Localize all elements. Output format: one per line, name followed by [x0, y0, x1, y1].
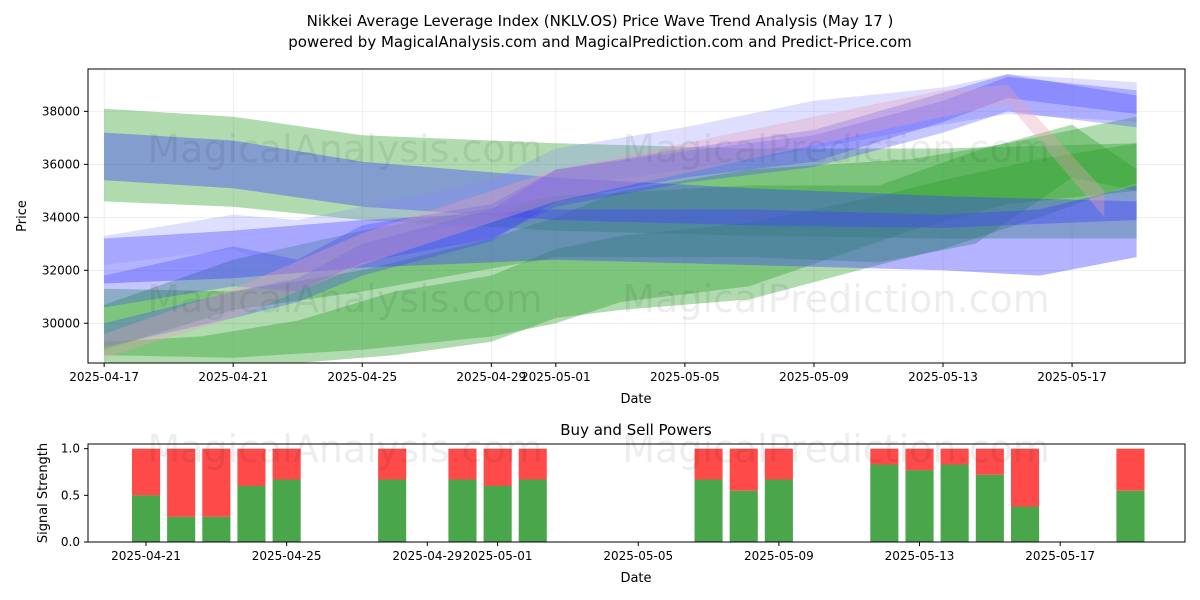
price-panel-frame	[87, 68, 1186, 364]
buy-bar	[975, 474, 1004, 542]
price-band-green-4	[104, 124, 1137, 350]
price-bands	[104, 74, 1137, 363]
buy-bar	[378, 479, 407, 542]
price-y-tick-label: 32000	[42, 263, 80, 277]
buy-bar	[132, 495, 161, 542]
signal-axis-ticks: 2025-04-21 2025-04-25 2025-04-29 2025-05-01…	[61, 442, 1095, 563]
signal-bars	[132, 448, 1145, 542]
buy-bar	[237, 486, 266, 542]
sell-bar	[448, 448, 477, 480]
price-y-tick-label: 38000	[42, 104, 80, 118]
watermark-mid-left: MagicalAnalysis.com	[147, 277, 542, 321]
sell-bar	[729, 448, 758, 491]
price-x-axis-label: Date	[620, 392, 651, 407]
price-grid	[88, 69, 1185, 363]
sell-bar	[518, 448, 547, 480]
price-y-tick-label: 36000	[42, 157, 80, 171]
buy-bar	[483, 486, 512, 542]
buy-bar	[1011, 506, 1040, 542]
price-x-tick-label: 2025-04-21	[198, 370, 268, 384]
signal-x-tick-label: 2025-05-17	[1025, 549, 1095, 563]
signal-x-tick-label: 2025-04-25	[252, 549, 322, 563]
buy-bar	[694, 479, 723, 542]
buy-bar	[518, 479, 547, 542]
sell-bar	[237, 448, 266, 486]
price-band-blue-6	[104, 185, 1137, 284]
buy-bar	[1116, 490, 1145, 542]
price-x-tick-label: 2025-05-01	[521, 370, 591, 384]
buy-bar	[729, 490, 758, 542]
buy-bar	[448, 479, 477, 542]
price-band-lightblue-7	[104, 74, 1137, 273]
buy-bar	[272, 479, 301, 542]
buy-bar	[202, 516, 231, 542]
sell-bar	[483, 448, 512, 486]
signal-y-tick-label: 0.5	[61, 488, 80, 502]
buy-bar	[764, 479, 793, 542]
signal-x-tick-label: 2025-05-13	[885, 549, 955, 563]
signal-y-axis-label: Signal Strength	[36, 443, 51, 543]
price-x-tick-label: 2025-04-17	[69, 370, 139, 384]
price-y-tick-label: 34000	[42, 210, 80, 224]
watermark-top-right: MagicalPrediction.com	[622, 127, 1050, 171]
price-y-axis-label: Price	[15, 200, 30, 232]
sell-bar	[975, 448, 1004, 475]
sell-bar	[202, 448, 231, 517]
price-x-tick-label: 2025-05-09	[779, 370, 849, 384]
price-band-blue-5	[104, 132, 1137, 228]
price-x-tick-label: 2025-05-05	[650, 370, 720, 384]
sell-bar	[1116, 448, 1145, 491]
price-band-green-2	[104, 116, 1137, 358]
sell-bar	[870, 448, 899, 465]
sell-bar	[905, 448, 934, 471]
watermark-bottom-left: MagicalAnalysis.com	[147, 427, 542, 471]
price-band-blue-8	[104, 76, 1137, 308]
signal-x-tick-label: 2025-05-01	[463, 549, 533, 563]
buy-bar	[870, 464, 899, 542]
sell-bar	[378, 448, 407, 480]
watermark-top-left: MagicalAnalysis.com	[147, 127, 542, 171]
signal-chart-title: Buy and Sell Powers	[560, 421, 712, 439]
price-x-tick-label: 2025-04-25	[327, 370, 397, 384]
sell-bar	[764, 448, 793, 480]
signal-y-tick-label: 0.0	[61, 535, 80, 549]
signal-y-tick-label: 1.0	[61, 442, 80, 456]
sell-bar	[694, 448, 723, 480]
signal-panel-frame	[87, 443, 1186, 543]
buy-bar	[940, 464, 969, 542]
chart-subtitle: powered by MagicalAnalysis.com and Magic…	[288, 33, 912, 51]
price-band-green-3	[104, 143, 1137, 363]
price-panel-background	[88, 69, 1185, 363]
price-band-green-1	[104, 108, 1137, 239]
signal-x-tick-label: 2025-04-29	[392, 549, 462, 563]
sell-bar	[940, 448, 969, 465]
sell-bar	[1011, 448, 1040, 507]
watermark-bottom-right: MagicalPrediction.com	[622, 427, 1050, 471]
signal-x-tick-label: 2025-05-09	[744, 549, 814, 563]
buy-bar	[905, 470, 934, 542]
price-x-tick-label: 2025-05-13	[908, 370, 978, 384]
signal-x-axis-label: Date	[620, 571, 651, 586]
sell-bar	[272, 448, 301, 480]
signal-panel: Buy and Sell Powers MagicalAnalysis.com …	[36, 421, 1186, 586]
signal-x-tick-label: 2025-04-21	[111, 549, 181, 563]
sell-bar	[132, 448, 161, 496]
price-y-tick-label: 30000	[42, 316, 80, 330]
buy-bar	[167, 516, 196, 542]
price-x-tick-label: 2025-05-17	[1037, 370, 1107, 384]
chart-title: Nikkei Average Leverage Index (NKLV.OS) …	[307, 12, 894, 30]
price-band-blue-9	[104, 74, 1137, 348]
price-axis-ticks: 2025-04-17 2025-04-21 2025-04-25 2025-04-29…	[42, 104, 1107, 384]
watermark-mid-right: MagicalPrediction.com	[622, 277, 1050, 321]
price-x-tick-label: 2025-04-29	[456, 370, 526, 384]
price-wave-panel: MagicalAnalysis.com MagicalPrediction.co…	[15, 68, 1186, 407]
signal-x-tick-label: 2025-05-05	[603, 549, 673, 563]
sell-bar	[167, 448, 196, 517]
